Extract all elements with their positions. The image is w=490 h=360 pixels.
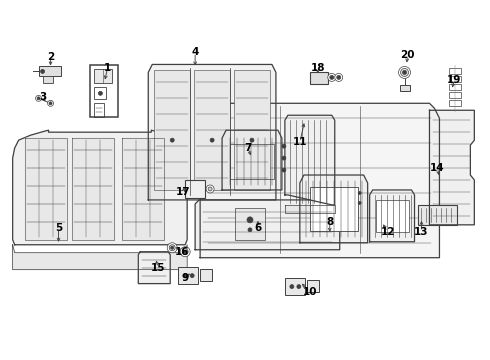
Circle shape — [36, 95, 42, 101]
Polygon shape — [13, 130, 187, 245]
Bar — [310, 187, 358, 231]
Polygon shape — [24, 138, 67, 240]
Circle shape — [169, 245, 175, 251]
Circle shape — [403, 71, 407, 75]
Bar — [185, 180, 205, 198]
Text: 17: 17 — [176, 187, 191, 197]
Circle shape — [48, 100, 53, 106]
Circle shape — [335, 73, 343, 81]
Text: 9: 9 — [182, 273, 189, 283]
Circle shape — [250, 138, 254, 142]
Text: 12: 12 — [380, 227, 395, 237]
Bar — [449, 100, 462, 106]
Text: 13: 13 — [414, 227, 429, 237]
Polygon shape — [200, 103, 440, 258]
Polygon shape — [195, 200, 340, 250]
Bar — [43, 76, 52, 84]
Circle shape — [328, 73, 336, 81]
Text: 8: 8 — [326, 217, 333, 227]
Circle shape — [41, 69, 45, 73]
Text: 4: 4 — [192, 48, 199, 58]
Text: 5: 5 — [55, 223, 62, 233]
Text: 6: 6 — [254, 223, 262, 233]
Polygon shape — [138, 252, 170, 284]
Bar — [178, 267, 198, 284]
Circle shape — [210, 138, 214, 142]
Polygon shape — [13, 245, 187, 270]
Circle shape — [398, 67, 411, 78]
Bar — [449, 68, 462, 75]
Bar — [95, 69, 112, 84]
Circle shape — [358, 201, 361, 204]
Polygon shape — [222, 130, 282, 190]
Circle shape — [49, 102, 52, 105]
Text: 3: 3 — [39, 92, 46, 102]
Bar — [234, 71, 270, 190]
Polygon shape — [300, 175, 368, 243]
Circle shape — [184, 250, 187, 253]
Text: 2: 2 — [47, 53, 54, 63]
Bar — [235, 208, 265, 240]
Circle shape — [282, 144, 286, 148]
Circle shape — [330, 75, 334, 80]
Bar — [285, 278, 305, 294]
Circle shape — [358, 192, 361, 194]
Circle shape — [282, 156, 286, 160]
Bar — [449, 76, 462, 82]
Text: 14: 14 — [430, 163, 445, 173]
Text: 11: 11 — [293, 137, 307, 147]
Bar — [376, 200, 409, 232]
Text: 19: 19 — [447, 75, 462, 85]
Circle shape — [282, 168, 286, 172]
Text: 15: 15 — [151, 263, 166, 273]
Bar — [95, 87, 106, 99]
Circle shape — [206, 185, 214, 193]
Polygon shape — [122, 138, 164, 240]
Circle shape — [182, 249, 188, 255]
Circle shape — [37, 97, 40, 100]
Bar — [154, 71, 190, 190]
Circle shape — [248, 228, 252, 232]
Circle shape — [400, 68, 409, 76]
Text: 20: 20 — [400, 50, 415, 60]
Circle shape — [183, 274, 187, 278]
Text: 18: 18 — [311, 63, 325, 73]
Circle shape — [98, 91, 102, 95]
Text: 1: 1 — [104, 63, 111, 73]
Bar — [449, 84, 462, 90]
Circle shape — [180, 247, 190, 257]
Circle shape — [290, 285, 294, 289]
Circle shape — [337, 75, 341, 80]
Text: 10: 10 — [302, 287, 317, 297]
Circle shape — [171, 246, 173, 249]
Bar — [230, 144, 274, 179]
Bar — [307, 280, 319, 292]
Circle shape — [167, 243, 177, 253]
Bar — [91, 66, 119, 117]
Polygon shape — [73, 138, 114, 240]
Text: 7: 7 — [245, 143, 252, 153]
Polygon shape — [429, 110, 474, 225]
Circle shape — [208, 187, 212, 191]
Circle shape — [247, 217, 253, 223]
Bar — [310, 72, 328, 84]
Bar — [194, 71, 230, 190]
Polygon shape — [148, 64, 276, 200]
Bar — [449, 92, 462, 98]
Circle shape — [297, 285, 301, 289]
Bar — [399, 85, 410, 91]
Circle shape — [190, 274, 194, 278]
Circle shape — [170, 138, 174, 142]
Bar — [200, 269, 212, 280]
Polygon shape — [285, 205, 335, 213]
Polygon shape — [369, 190, 415, 242]
Bar — [417, 205, 457, 225]
Text: 16: 16 — [175, 247, 190, 257]
Bar — [95, 103, 104, 117]
Bar — [39, 67, 61, 76]
Polygon shape — [285, 115, 335, 205]
